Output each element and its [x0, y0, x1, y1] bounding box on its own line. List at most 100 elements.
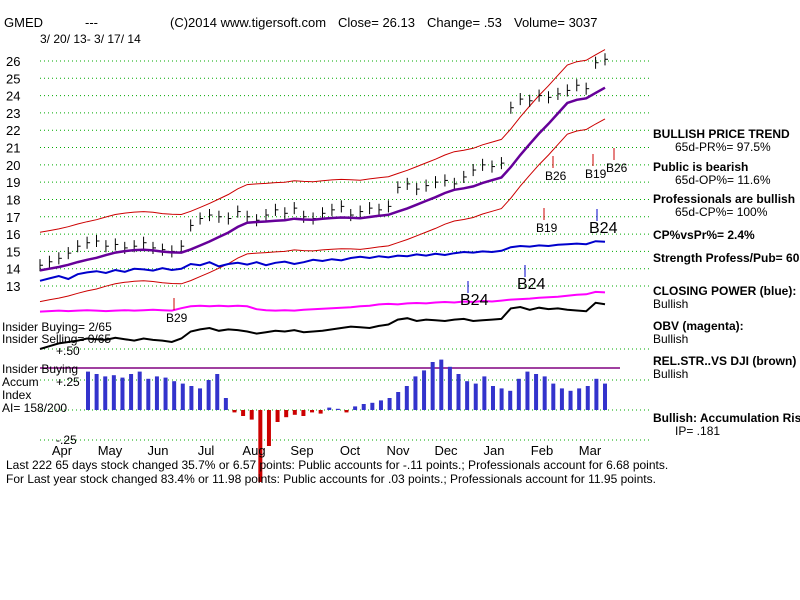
moving-average: [39, 86, 606, 272]
accum-bar: [146, 378, 151, 410]
ai-label: AI= 158/200: [2, 401, 68, 415]
accum-bar: [439, 359, 444, 410]
close-value: Close= 26.13: [338, 15, 415, 30]
lower-band-line: [39, 118, 606, 303]
signal-label: B26: [606, 161, 628, 175]
signal-label: B29: [166, 311, 188, 325]
panel-value-7: Bullish: [653, 332, 689, 346]
x-tick-label: Jun: [148, 443, 169, 458]
price-gridlines: [40, 60, 650, 441]
x-tick-label: Feb: [531, 443, 553, 458]
symbol-dashes: ---: [85, 15, 98, 30]
obv-line: [39, 290, 606, 313]
signal-label: B24: [460, 292, 489, 309]
accum-bar: [534, 374, 539, 410]
accum-bar: [396, 392, 401, 410]
accum-bar: [430, 362, 435, 410]
signal-label: B19: [536, 221, 558, 235]
index-label: Index: [2, 388, 32, 402]
plus50-label: +.50: [56, 344, 80, 358]
accum-bar: [163, 377, 168, 410]
price-bars: [39, 53, 608, 272]
upper-band-line: [39, 49, 606, 233]
accum-bar: [551, 383, 556, 410]
panel-title-9: Bullish: Accumulation Risi: [653, 411, 800, 425]
y-tick-label: 22: [6, 123, 20, 138]
signal-label: B26: [545, 169, 567, 183]
ma-line: [39, 86, 606, 272]
y-tick-label: 16: [6, 227, 20, 242]
x-tick-label: Dec: [434, 443, 458, 458]
panel-title-2: Public is bearish: [653, 160, 749, 174]
copyright-label: (C)2014 www.tigersoft.com: [170, 15, 327, 30]
accum-bar: [241, 410, 246, 416]
accum-bar: [559, 388, 564, 410]
accumulation-bars: [86, 359, 607, 482]
x-tick-label: Aug: [242, 443, 265, 458]
panel-value-1: 65d-PR%= 97.5%: [675, 140, 771, 154]
accum-bar: [542, 376, 547, 410]
y-tick-label: 18: [6, 192, 20, 207]
panel-title-6: CLOSING POWER (blue):: [653, 284, 797, 298]
accum-bar: [585, 386, 590, 410]
accum-bar: [198, 388, 203, 410]
closing-power-line: [39, 240, 606, 282]
footer-line-2: For Last year stock changed 83.4% or 11.…: [6, 472, 656, 486]
signal-label: B24: [589, 220, 618, 237]
accum-bar: [353, 406, 358, 410]
accum-bar: [86, 371, 90, 410]
accum-bar: [370, 402, 375, 410]
accum-bar: [482, 376, 487, 410]
accum-bar: [258, 410, 263, 482]
accum-bar: [301, 410, 306, 416]
panel-title-8: REL.STR..VS DJI (brown): [653, 354, 797, 368]
accum-bar: [310, 410, 315, 413]
footer-line-1: Last 222 65 days stock changed 35.7% or …: [6, 458, 669, 472]
accum-bar: [404, 386, 409, 410]
x-tick-label: Mar: [579, 443, 602, 458]
volume-value: Volume= 3037: [514, 15, 598, 30]
accum-bar: [465, 381, 470, 410]
accum-bar: [137, 371, 142, 410]
panel-value-3: 65d-CP%= 100%: [675, 205, 768, 219]
accum-bar: [387, 398, 392, 410]
accum-bar: [327, 407, 332, 410]
accum-bar: [499, 388, 504, 410]
accum-bar: [223, 398, 228, 410]
y-tick-label: 25: [6, 71, 20, 86]
accum-bar: [266, 410, 271, 446]
accum-bar: [94, 374, 99, 410]
panel-value-8: Bullish: [653, 367, 689, 381]
accum-bar: [473, 383, 478, 410]
date-range: 3/ 20/ 13- 3/ 17/ 14: [40, 32, 141, 46]
accum-bar: [232, 410, 237, 413]
x-tick-label: Jan: [484, 443, 505, 458]
accum-bar: [154, 376, 159, 410]
accum-bar: [447, 366, 452, 410]
accum-bar: [292, 410, 297, 415]
y-axis-ticks: 26 25 24 23 22 21 20 19 18 17 16 15 14 13: [6, 54, 20, 294]
y-tick-label: 17: [6, 210, 20, 225]
insider-buying-mid-label: Insider Buying: [2, 362, 79, 376]
accum-bar: [422, 370, 427, 410]
accum-bar: [577, 388, 582, 410]
panel-title-1: BULLISH PRICE TREND: [653, 127, 790, 141]
rel-str-line: [39, 301, 606, 350]
panel-title-3: Professionals are bullish: [653, 192, 796, 206]
y-tick-label: 23: [6, 106, 20, 121]
accum-bar: [284, 410, 289, 418]
accum-bar: [603, 383, 607, 410]
panel-title-7: OBV (magenta):: [653, 319, 744, 333]
accum-bar: [344, 410, 349, 413]
change-value: Change= .53: [427, 15, 502, 30]
panel-value-2: 65d-OP%= 11.6%: [675, 173, 771, 187]
accum-bar: [215, 374, 220, 410]
accum-bar: [490, 386, 495, 410]
minus25-label: -.25: [56, 433, 77, 447]
signal-label: B19: [585, 167, 607, 181]
x-tick-label: May: [98, 443, 123, 458]
signal-label: B24: [517, 276, 546, 293]
x-tick-label: Jul: [198, 443, 215, 458]
accum-bar: [206, 380, 211, 410]
